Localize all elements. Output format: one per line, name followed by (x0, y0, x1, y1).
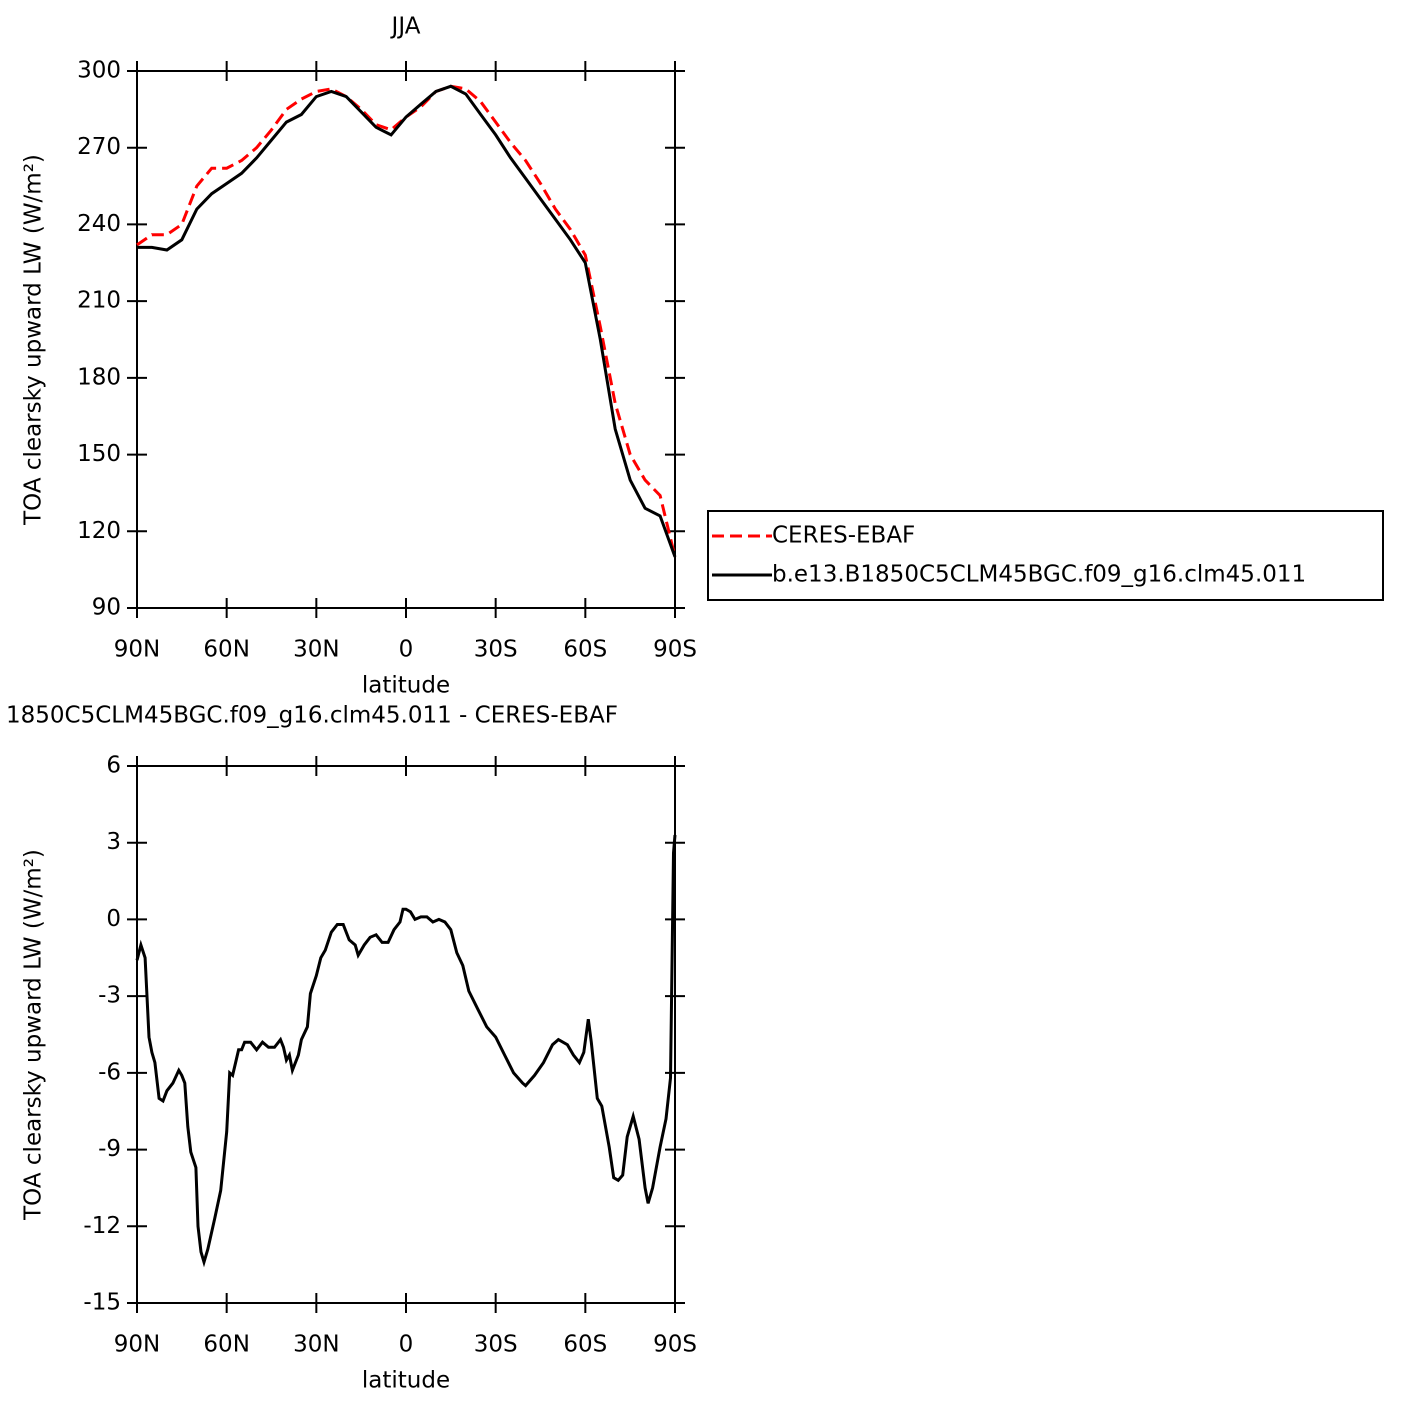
x-tick-label: 90S (653, 637, 697, 663)
y-tick-label: 6 (106, 753, 121, 779)
plot-frame (136, 70, 676, 609)
x-tick-label: 60S (563, 1332, 607, 1358)
x-axis-label: latitude (362, 1368, 450, 1394)
y-tick-label: -6 (98, 1059, 121, 1085)
legend-box (707, 510, 1384, 601)
x-tick-label: 90N (114, 637, 160, 663)
y-tick-label: 3 (106, 829, 121, 855)
x-tick-label: 60N (203, 637, 249, 663)
x-tick-label: 30S (474, 637, 518, 663)
x-tick-label: 0 (399, 637, 414, 663)
chart-title: JJA (390, 14, 421, 40)
y-axis-label: TOA clearsky upward LW (W/m²) (21, 849, 47, 1221)
x-tick-label: 60S (563, 637, 607, 663)
y-tick-label: -15 (83, 1290, 121, 1316)
x-tick-label: 30N (293, 637, 339, 663)
x-axis-label: latitude (362, 673, 450, 699)
y-tick-label: 300 (77, 58, 121, 84)
x-tick-label: 30N (293, 1332, 339, 1358)
y-tick-label: 0 (106, 906, 121, 932)
y-tick-label: 150 (77, 441, 121, 467)
data-line (137, 84, 677, 558)
x-tick-label: 60N (203, 1332, 249, 1358)
y-axis-label: TOA clearsky upward LW (W/m²) (21, 154, 47, 526)
data-line (135, 834, 677, 1268)
chart-title: 1850C5CLM45BGC.f09_g16.clm45.011 - CERES… (6, 703, 618, 729)
y-tick-label: -3 (98, 983, 121, 1009)
y-tick-label: 240 (77, 211, 121, 237)
x-tick-label: 30S (474, 1332, 518, 1358)
y-tick-label: 210 (77, 288, 121, 314)
y-tick-label: -12 (83, 1213, 121, 1239)
plot-frame (136, 765, 676, 1304)
y-tick-label: 90 (92, 595, 121, 621)
y-tick-label: -9 (98, 1136, 121, 1162)
data-line (136, 84, 677, 558)
legend-label: CERES-EBAF (772, 523, 915, 549)
y-tick-label: 270 (77, 134, 121, 160)
y-tick-label: 180 (77, 364, 121, 390)
legend-label: b.e13.B1850C5CLM45BGC.f09_g16.clm45.011 (772, 562, 1306, 588)
x-tick-label: 90N (114, 1332, 160, 1358)
x-tick-label: 0 (399, 1332, 414, 1358)
x-tick-label: 90S (653, 1332, 697, 1358)
y-tick-label: 120 (77, 518, 121, 544)
